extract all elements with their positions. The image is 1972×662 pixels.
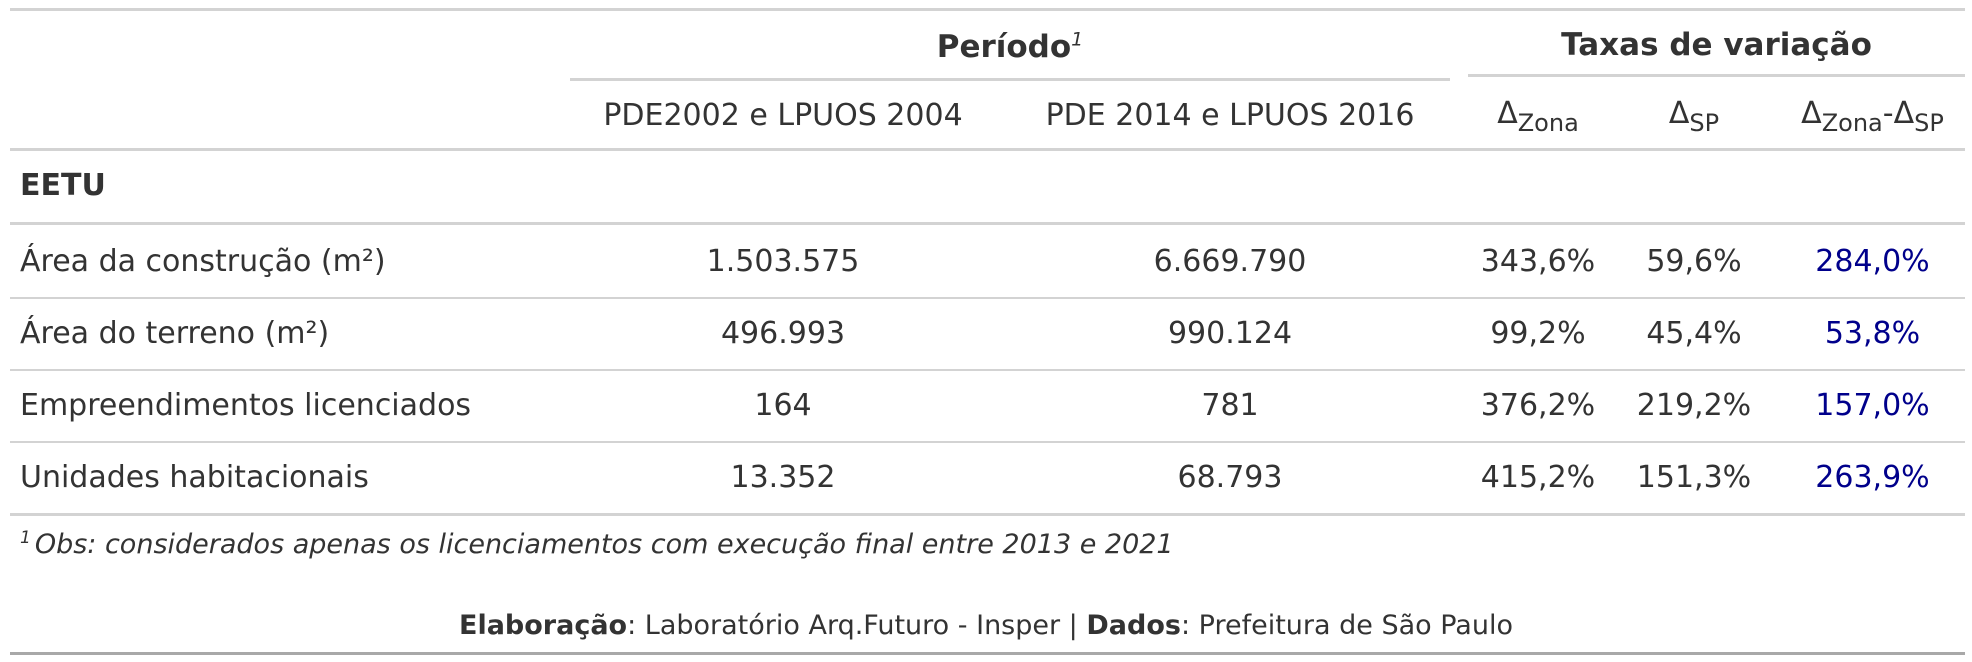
- spanner-taxas-rule: [1468, 74, 1965, 77]
- source-data-label: Dados: [1086, 610, 1181, 641]
- header-bottom-rule: [10, 148, 1965, 151]
- footnote-text: Obs: considerados apenas os licenciament…: [34, 529, 1174, 560]
- source-elab-label: Elaboração: [459, 610, 628, 641]
- subscript-sp: SP: [1689, 109, 1720, 137]
- cell-delta-sp: 45,4%: [1646, 316, 1742, 351]
- cell-delta-diff: 284,0%: [1815, 244, 1930, 279]
- cell-delta-zona: 376,2%: [1480, 388, 1596, 423]
- table-top-rule: [10, 8, 1965, 11]
- spanner-taxas-label: Taxas de variação: [1561, 27, 1872, 63]
- cell-2004: 1.503.575: [706, 244, 860, 279]
- cell-2016: 781: [1201, 388, 1259, 423]
- cell-delta-zona: 99,2%: [1490, 316, 1586, 351]
- delta-symbol: Δ: [1801, 96, 1822, 131]
- cell-2004: 13.352: [730, 460, 836, 495]
- cell-delta-diff: 263,9%: [1815, 460, 1930, 495]
- cell-delta-sp: 59,6%: [1646, 244, 1742, 279]
- spanner-taxas: Taxas de variação: [1468, 26, 1965, 64]
- col-header-2004: PDE2002 e LPUOS 2004: [570, 98, 996, 134]
- row-divider: [10, 297, 1965, 299]
- cell-delta-zona: 343,6%: [1480, 244, 1596, 279]
- group-bottom-rule: [10, 222, 1965, 225]
- delta-symbol: Δ: [1668, 96, 1690, 131]
- delta-symbol: Δ: [1893, 96, 1915, 131]
- cell-2016: 990.124: [1167, 316, 1293, 351]
- subscript-sp: SP: [1914, 109, 1944, 137]
- spanner-periodo-footnote-mark: 1: [1071, 28, 1084, 51]
- footnote-mark: 1: [20, 528, 31, 548]
- cell-delta-diff: 157,0%: [1815, 388, 1930, 423]
- table-body-bottom-rule: [10, 513, 1965, 516]
- cell-2016: 6.669.790: [1153, 244, 1307, 279]
- cell-2016: 68.793: [1177, 460, 1283, 495]
- source-data-text: : Prefeitura de São Paulo: [1180, 610, 1513, 641]
- table-bottom-rule: [10, 652, 1965, 655]
- row-label: Empreendimentos licenciados: [20, 388, 472, 423]
- subscript-zona: Zona: [1517, 109, 1579, 137]
- cell-delta-sp: 219,2%: [1636, 388, 1752, 423]
- spanner-periodo: Período1: [570, 28, 1450, 66]
- source-elab-text: : Laboratório Arq.Futuro - Insper |: [627, 610, 1087, 641]
- col-header-delta-zona: ΔZona: [1468, 96, 1608, 135]
- cell-delta-diff: 53,8%: [1824, 316, 1921, 351]
- row-divider: [10, 441, 1965, 443]
- source-note: Elaboração: Laboratório Arq.Futuro - Ins…: [0, 610, 1972, 641]
- row-label: Área da construção (m²): [20, 244, 386, 279]
- cell-delta-sp: 151,3%: [1636, 460, 1752, 495]
- delta-symbol: Δ: [1497, 96, 1518, 131]
- col-header-2016: PDE 2014 e LPUOS 2016: [1010, 98, 1450, 134]
- cell-2004: 164: [754, 388, 812, 423]
- spanner-periodo-rule: [570, 78, 1450, 81]
- cell-2004: 496.993: [720, 316, 846, 351]
- minus-sign: -: [1882, 96, 1894, 131]
- row-label: Área do terreno (m²): [20, 316, 330, 351]
- row-label: Unidades habitacionais: [20, 460, 369, 495]
- col-header-2016-label: PDE 2014 e LPUOS 2016: [1045, 98, 1415, 133]
- col-header-delta-sp: ΔSP: [1624, 96, 1764, 135]
- footnote: 1 Obs: considerados apenas os licenciamen…: [20, 528, 1174, 560]
- cell-delta-zona: 415,2%: [1480, 460, 1596, 495]
- col-header-delta-diff: ΔZona-ΔSP: [1780, 96, 1965, 135]
- row-divider: [10, 369, 1965, 371]
- group-label-eetu: EETU: [20, 168, 106, 203]
- subscript-zona: Zona: [1821, 109, 1883, 137]
- col-header-2004-label: PDE2002 e LPUOS 2004: [603, 98, 963, 133]
- spanner-periodo-label: Período: [936, 29, 1072, 65]
